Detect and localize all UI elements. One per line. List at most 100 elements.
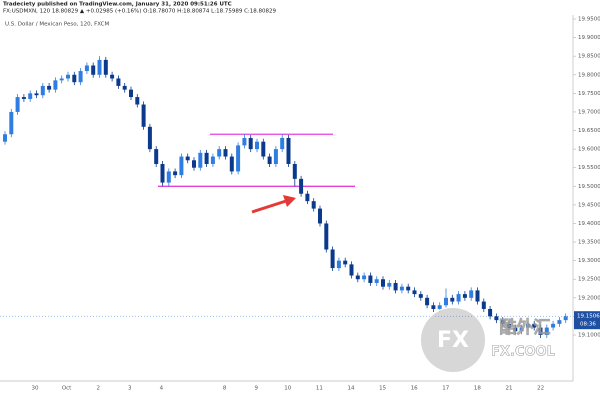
y-tick-label: 19.85000 bbox=[578, 54, 600, 60]
candle-body bbox=[135, 97, 140, 105]
y-tick-label: 19.75000 bbox=[578, 91, 600, 97]
candle-body bbox=[324, 223, 329, 250]
candle-body bbox=[299, 178, 304, 194]
x-tick-label: 17 bbox=[442, 386, 449, 392]
candle-body bbox=[47, 85, 52, 90]
countdown: 08:36 bbox=[580, 322, 596, 328]
candle-body bbox=[507, 323, 511, 328]
candle-body bbox=[381, 279, 385, 287]
candle-body bbox=[53, 80, 58, 90]
candle-body bbox=[223, 149, 228, 157]
candle-body bbox=[34, 93, 39, 96]
candle-body bbox=[431, 305, 436, 309]
candle-body bbox=[59, 78, 64, 81]
candle-body bbox=[28, 93, 33, 99]
y-tick-label: 19.90000 bbox=[578, 35, 600, 41]
candle-body bbox=[116, 78, 121, 86]
candle-body bbox=[204, 152, 209, 164]
candle-body bbox=[469, 290, 474, 298]
candle-body bbox=[141, 104, 146, 127]
last-price-box bbox=[574, 311, 600, 330]
candle-body bbox=[21, 97, 26, 99]
y-tick-label: 19.55000 bbox=[578, 165, 600, 171]
candle-body bbox=[513, 327, 518, 332]
candle-body bbox=[519, 327, 524, 332]
candle-body bbox=[192, 160, 196, 168]
candle-body bbox=[248, 137, 253, 150]
candle-body bbox=[349, 264, 354, 276]
candle-body bbox=[3, 134, 7, 142]
candle-body bbox=[173, 171, 178, 176]
candle-body bbox=[185, 156, 190, 161]
candle-body bbox=[399, 286, 404, 291]
candle-body bbox=[368, 275, 373, 283]
candle-body bbox=[236, 145, 241, 172]
candle-body bbox=[91, 65, 96, 75]
y-tick-label: 19.40000 bbox=[578, 221, 600, 227]
y-tick-label: 19.30000 bbox=[578, 258, 600, 264]
candle-body bbox=[103, 59, 108, 75]
candle-body bbox=[387, 282, 392, 287]
candle-body bbox=[481, 301, 486, 309]
y-tick-label: 19.10000 bbox=[578, 333, 600, 339]
candle-body bbox=[563, 316, 568, 321]
candle-body bbox=[456, 294, 461, 302]
candle-body bbox=[122, 85, 127, 90]
candle-body bbox=[280, 137, 285, 150]
x-tick-label: 15 bbox=[379, 386, 386, 392]
candle-body bbox=[110, 74, 115, 79]
candle-body bbox=[78, 71, 83, 83]
x-tick-label: 22 bbox=[537, 386, 544, 392]
candle-body bbox=[425, 297, 430, 306]
candle-body bbox=[129, 89, 133, 98]
candle-body bbox=[330, 249, 335, 269]
x-tick-label: 4 bbox=[160, 386, 164, 392]
x-tick-label: 9 bbox=[254, 386, 258, 392]
candle-body bbox=[66, 74, 70, 79]
candle-body bbox=[242, 137, 247, 146]
candle-body bbox=[154, 149, 159, 164]
candle-body bbox=[557, 320, 562, 324]
candle-body bbox=[160, 163, 165, 183]
x-tick-label: 30 bbox=[32, 386, 39, 392]
candle-body bbox=[462, 294, 467, 298]
header: Tradeciety published on TradingView.com,… bbox=[3, 2, 232, 8]
candle-body bbox=[437, 305, 442, 309]
candle-body bbox=[267, 156, 272, 164]
candle-body bbox=[362, 275, 367, 280]
watermark-text: 酷外汇 bbox=[500, 317, 551, 338]
x-tick-label: 16 bbox=[411, 386, 418, 392]
candle-body bbox=[97, 59, 102, 75]
candle-body bbox=[374, 279, 379, 283]
candle-body bbox=[305, 193, 310, 202]
candle-body bbox=[217, 149, 222, 157]
watermark: FX 酷外汇 FX.COOL bbox=[419, 306, 555, 374]
candle-body bbox=[525, 323, 530, 328]
candle-body bbox=[500, 320, 505, 324]
y-tick-label: 19.35000 bbox=[578, 240, 600, 246]
x-tick-label: 18 bbox=[474, 386, 481, 392]
y-tick-label: 19.50000 bbox=[578, 184, 600, 190]
candle-body bbox=[210, 156, 215, 164]
y-tick-label: 19.95000 bbox=[578, 17, 600, 23]
candle-body bbox=[475, 290, 480, 302]
y-tick-label: 19.25000 bbox=[578, 277, 600, 283]
candle-body bbox=[538, 327, 543, 335]
candle-body bbox=[418, 294, 423, 298]
watermark-sub: FX.COOL bbox=[491, 345, 555, 360]
candle-body bbox=[544, 327, 549, 335]
x-tick-label: 11 bbox=[316, 386, 323, 392]
candle-body bbox=[229, 156, 234, 172]
candle-body bbox=[318, 208, 322, 224]
candle-body bbox=[488, 308, 493, 317]
arrow bbox=[251, 195, 296, 214]
watermark-logo: FX bbox=[437, 328, 469, 353]
y-tick-label: 19.20000 bbox=[578, 295, 600, 301]
candle-body bbox=[9, 111, 14, 135]
candle-body bbox=[311, 201, 316, 209]
y-tick-label: 19.45000 bbox=[578, 202, 600, 208]
x-tick-label: 8 bbox=[223, 386, 227, 392]
candle-body bbox=[40, 85, 45, 96]
symbol-line: FX:USDMXN, 120 18.80829 ▲ +0.02985 (+0.1… bbox=[3, 9, 277, 15]
